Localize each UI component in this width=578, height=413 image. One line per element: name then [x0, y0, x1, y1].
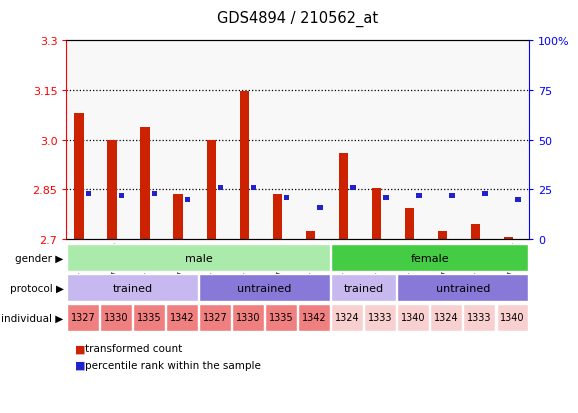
Text: GDS4894 / 210562_at: GDS4894 / 210562_at: [217, 11, 378, 27]
Bar: [298, 304, 330, 331]
Text: untrained: untrained: [238, 283, 292, 293]
Text: 1330: 1330: [104, 313, 128, 323]
Text: trained: trained: [113, 283, 153, 293]
Bar: [416, 194, 421, 198]
Bar: [232, 304, 264, 331]
Text: trained: trained: [344, 283, 384, 293]
Text: 1335: 1335: [269, 313, 294, 323]
Bar: [405, 208, 414, 240]
Bar: [464, 304, 495, 331]
Text: 1340: 1340: [500, 313, 525, 323]
Bar: [482, 192, 488, 196]
Text: 1333: 1333: [467, 313, 491, 323]
Bar: [497, 304, 528, 331]
Text: ■: ■: [75, 360, 86, 370]
Text: untrained: untrained: [436, 283, 490, 293]
Text: protocol ▶: protocol ▶: [10, 283, 64, 293]
Bar: [67, 245, 330, 271]
Bar: [331, 275, 396, 301]
Bar: [398, 275, 528, 301]
Bar: [339, 154, 348, 240]
Bar: [75, 114, 84, 240]
Bar: [331, 304, 363, 331]
Text: ■: ■: [75, 344, 86, 354]
Bar: [331, 245, 528, 271]
Text: 1333: 1333: [368, 313, 392, 323]
Bar: [364, 304, 396, 331]
Text: 1335: 1335: [137, 313, 161, 323]
Bar: [470, 225, 480, 240]
Bar: [199, 275, 330, 301]
Text: 1330: 1330: [236, 313, 260, 323]
Bar: [431, 304, 462, 331]
Bar: [265, 304, 297, 331]
Bar: [504, 238, 513, 240]
Text: 1342: 1342: [302, 313, 327, 323]
Text: 1327: 1327: [71, 313, 95, 323]
Bar: [273, 195, 282, 240]
Text: transformed count: transformed count: [85, 344, 182, 354]
Bar: [173, 195, 183, 240]
Bar: [206, 140, 216, 240]
Bar: [152, 192, 157, 196]
Bar: [140, 127, 150, 240]
Bar: [86, 192, 91, 196]
Bar: [306, 231, 315, 240]
Bar: [100, 304, 132, 331]
Bar: [67, 304, 99, 331]
Bar: [108, 140, 117, 240]
Bar: [218, 186, 224, 190]
Bar: [350, 186, 355, 190]
Bar: [166, 304, 198, 331]
Text: 1342: 1342: [170, 313, 194, 323]
Bar: [317, 206, 323, 210]
Text: 1327: 1327: [203, 313, 228, 323]
Bar: [239, 92, 249, 240]
Bar: [199, 304, 231, 331]
Text: gender ▶: gender ▶: [16, 253, 64, 263]
Bar: [133, 304, 165, 331]
Text: percentile rank within the sample: percentile rank within the sample: [85, 360, 261, 370]
Bar: [185, 198, 190, 202]
Text: male: male: [185, 253, 213, 263]
Bar: [251, 186, 257, 190]
Bar: [67, 275, 198, 301]
Bar: [372, 188, 381, 240]
Bar: [515, 198, 521, 202]
Bar: [119, 194, 124, 198]
Bar: [398, 304, 429, 331]
Text: 1324: 1324: [434, 313, 458, 323]
Text: female: female: [410, 253, 449, 263]
Bar: [383, 196, 388, 200]
Bar: [284, 196, 290, 200]
Text: individual ▶: individual ▶: [1, 313, 64, 323]
Text: 1324: 1324: [335, 313, 360, 323]
Bar: [449, 194, 455, 198]
Bar: [438, 231, 447, 240]
Text: 1340: 1340: [401, 313, 425, 323]
